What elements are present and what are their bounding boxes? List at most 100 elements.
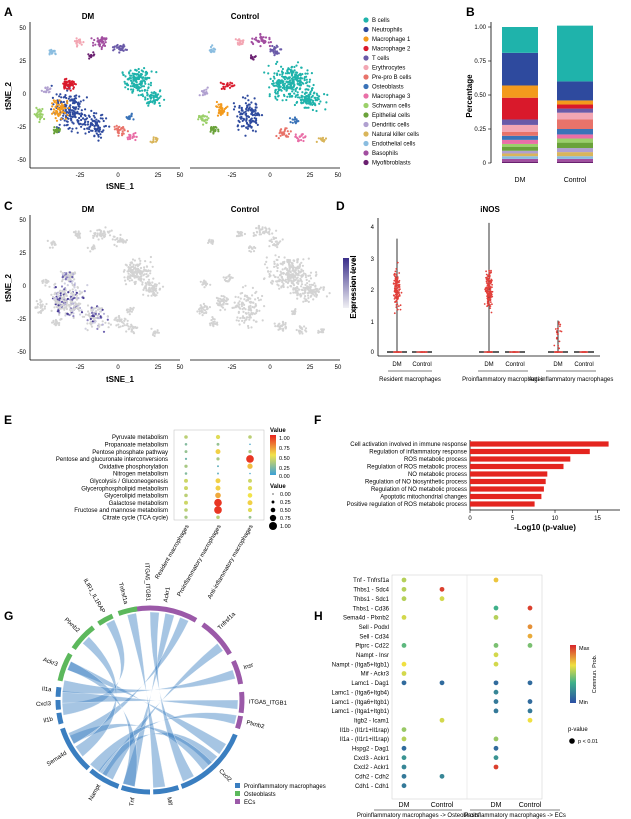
cell-point bbox=[232, 306, 235, 309]
cell-point bbox=[59, 307, 62, 310]
cell-point bbox=[301, 91, 304, 94]
cell-point bbox=[240, 305, 244, 308]
go-term-label: ROS metabolic process bbox=[404, 457, 467, 463]
cell-point bbox=[39, 112, 42, 115]
cell-point bbox=[71, 284, 74, 287]
cell-point bbox=[89, 125, 92, 128]
pathway-label: Pentose and glucuronate interconversions bbox=[56, 457, 168, 463]
cell-point bbox=[210, 49, 214, 52]
cell-point bbox=[197, 118, 200, 121]
cell-point bbox=[275, 258, 278, 261]
legend-marker bbox=[363, 102, 369, 109]
cell-point bbox=[283, 94, 286, 98]
cell-point bbox=[39, 304, 42, 307]
cell-point bbox=[59, 270, 63, 273]
communication-dot bbox=[401, 783, 407, 789]
cell-point bbox=[72, 86, 75, 89]
cell-point bbox=[236, 41, 239, 45]
cell-point bbox=[260, 114, 264, 117]
cell-point bbox=[214, 125, 217, 129]
panel-h-colorbar bbox=[570, 645, 576, 703]
cell-point bbox=[287, 278, 290, 281]
cell-point bbox=[275, 134, 278, 138]
panel-h-xtick: DM bbox=[399, 802, 410, 809]
cell-point bbox=[39, 116, 42, 119]
legend-marker bbox=[363, 112, 369, 118]
panel-e-plot-frame bbox=[173, 429, 265, 521]
cell-point bbox=[304, 72, 307, 75]
cell-point bbox=[139, 273, 142, 276]
cell-point bbox=[295, 64, 298, 67]
cell-point bbox=[307, 106, 310, 109]
cell-point bbox=[278, 73, 281, 76]
cell-point bbox=[78, 116, 81, 120]
cell-point bbox=[212, 325, 215, 328]
ligand-receptor-label: Thbs1 - Sdc4 bbox=[353, 588, 389, 594]
cell-point bbox=[260, 36, 264, 39]
cell-point bbox=[46, 86, 49, 89]
cell-point bbox=[284, 321, 287, 325]
cell-point bbox=[130, 261, 133, 264]
cell-point bbox=[66, 99, 69, 102]
cell-point bbox=[99, 117, 102, 120]
cell-point bbox=[322, 286, 326, 289]
cell-point bbox=[133, 84, 136, 87]
cell-point bbox=[104, 321, 107, 324]
cell-point bbox=[291, 312, 294, 316]
legend-label: Neutrophils bbox=[372, 28, 402, 34]
pathway-dot bbox=[249, 472, 251, 475]
cell-point bbox=[75, 101, 78, 104]
expression-point bbox=[490, 293, 493, 296]
cell-point bbox=[237, 310, 240, 313]
cell-point bbox=[265, 260, 268, 263]
cell-point bbox=[228, 277, 231, 280]
cell-point bbox=[149, 261, 152, 264]
cell-point bbox=[318, 102, 321, 105]
cell-point bbox=[216, 114, 220, 117]
cell-point bbox=[251, 114, 254, 117]
cell-point bbox=[95, 112, 98, 115]
cell-point bbox=[242, 124, 245, 128]
cell-point bbox=[54, 53, 57, 56]
cell-point bbox=[316, 288, 319, 291]
cell-point bbox=[55, 130, 59, 133]
cell-point bbox=[142, 85, 146, 88]
cell-point bbox=[212, 317, 215, 320]
panel-label-c: C bbox=[4, 199, 13, 213]
cell-point bbox=[235, 319, 238, 322]
cell-point bbox=[286, 268, 289, 271]
bar-segment bbox=[557, 142, 593, 149]
cell-point bbox=[55, 119, 59, 122]
cell-point bbox=[84, 108, 87, 111]
cell-point bbox=[153, 283, 156, 286]
legend-label: Erythrocytes bbox=[372, 66, 405, 72]
cell-point bbox=[303, 106, 306, 109]
cell-point bbox=[83, 290, 86, 293]
expression-point bbox=[486, 284, 489, 287]
cell-point bbox=[212, 47, 215, 50]
cell-point bbox=[239, 39, 242, 42]
cell-point bbox=[282, 285, 285, 289]
expression-point bbox=[580, 351, 582, 353]
cell-point bbox=[58, 299, 61, 302]
cell-point bbox=[310, 96, 313, 99]
panel-d-xtick: DM bbox=[392, 362, 401, 368]
cell-point bbox=[295, 328, 298, 332]
panel-b-xtick-control: Control bbox=[564, 177, 587, 184]
cell-point bbox=[247, 299, 250, 302]
cell-point bbox=[276, 98, 279, 101]
cell-point bbox=[251, 129, 255, 132]
cell-point bbox=[86, 329, 89, 332]
panel-label-h: H bbox=[314, 609, 323, 623]
panel-label-a: A bbox=[4, 5, 13, 19]
cell-point bbox=[249, 297, 252, 300]
cell-point bbox=[71, 282, 74, 285]
panel-d-group-label: Resident macrophages bbox=[379, 377, 441, 383]
cell-point bbox=[46, 239, 49, 242]
cell-point bbox=[129, 263, 132, 266]
cell-point bbox=[124, 86, 127, 89]
cell-point bbox=[161, 285, 165, 288]
cell-point bbox=[324, 108, 327, 111]
cell-point bbox=[276, 51, 279, 54]
cell-point bbox=[292, 81, 295, 84]
